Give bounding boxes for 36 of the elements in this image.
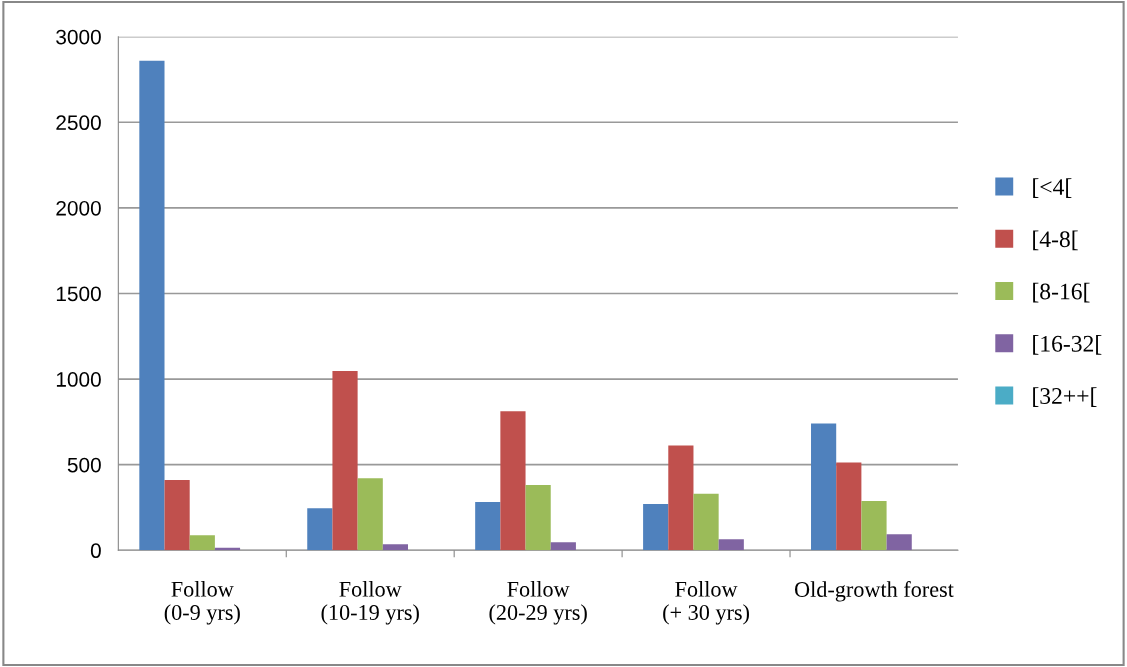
bar xyxy=(836,462,862,551)
bar xyxy=(164,480,190,551)
bar xyxy=(643,504,669,551)
bar xyxy=(550,542,576,551)
y-tick-label: 1500 xyxy=(56,286,101,302)
bar xyxy=(307,508,333,551)
y-tick-label: 3000 xyxy=(56,29,101,45)
bar xyxy=(500,411,526,551)
y-tick-label: 2000 xyxy=(56,200,101,216)
bar xyxy=(668,445,694,551)
bar xyxy=(861,500,887,551)
y-tick-label: 2500 xyxy=(56,115,101,131)
bar xyxy=(189,535,215,551)
bar xyxy=(139,60,165,551)
legend-label: [<4[ xyxy=(1033,178,1072,198)
y-tick-label: 500 xyxy=(67,457,101,473)
bar xyxy=(718,539,744,551)
legend-label: [8-16[ xyxy=(1033,282,1090,303)
x-tick-label: Follow (20-29 yrs) xyxy=(489,581,587,625)
bar xyxy=(475,502,501,551)
bar xyxy=(886,534,912,551)
x-tick-label: Follow (+ 30 yrs) xyxy=(663,581,749,625)
bar xyxy=(382,544,408,551)
bar xyxy=(693,493,719,551)
legend-label: [32++[ xyxy=(1033,387,1097,407)
bar xyxy=(332,371,358,551)
bar xyxy=(525,484,551,551)
legend-label: [16-32[ xyxy=(1033,335,1102,355)
bar xyxy=(811,423,837,551)
y-tick-label: 0 xyxy=(90,543,101,559)
legend-label: [4-8[ xyxy=(1033,230,1078,251)
x-tick-label: Old-growth forest xyxy=(794,581,954,602)
x-tick-label: Follow (0-9 yrs) xyxy=(164,581,240,625)
x-tick-label: Follow (10-19 yrs) xyxy=(321,581,419,625)
bar xyxy=(357,478,383,551)
y-tick-label: 1000 xyxy=(56,372,101,387)
